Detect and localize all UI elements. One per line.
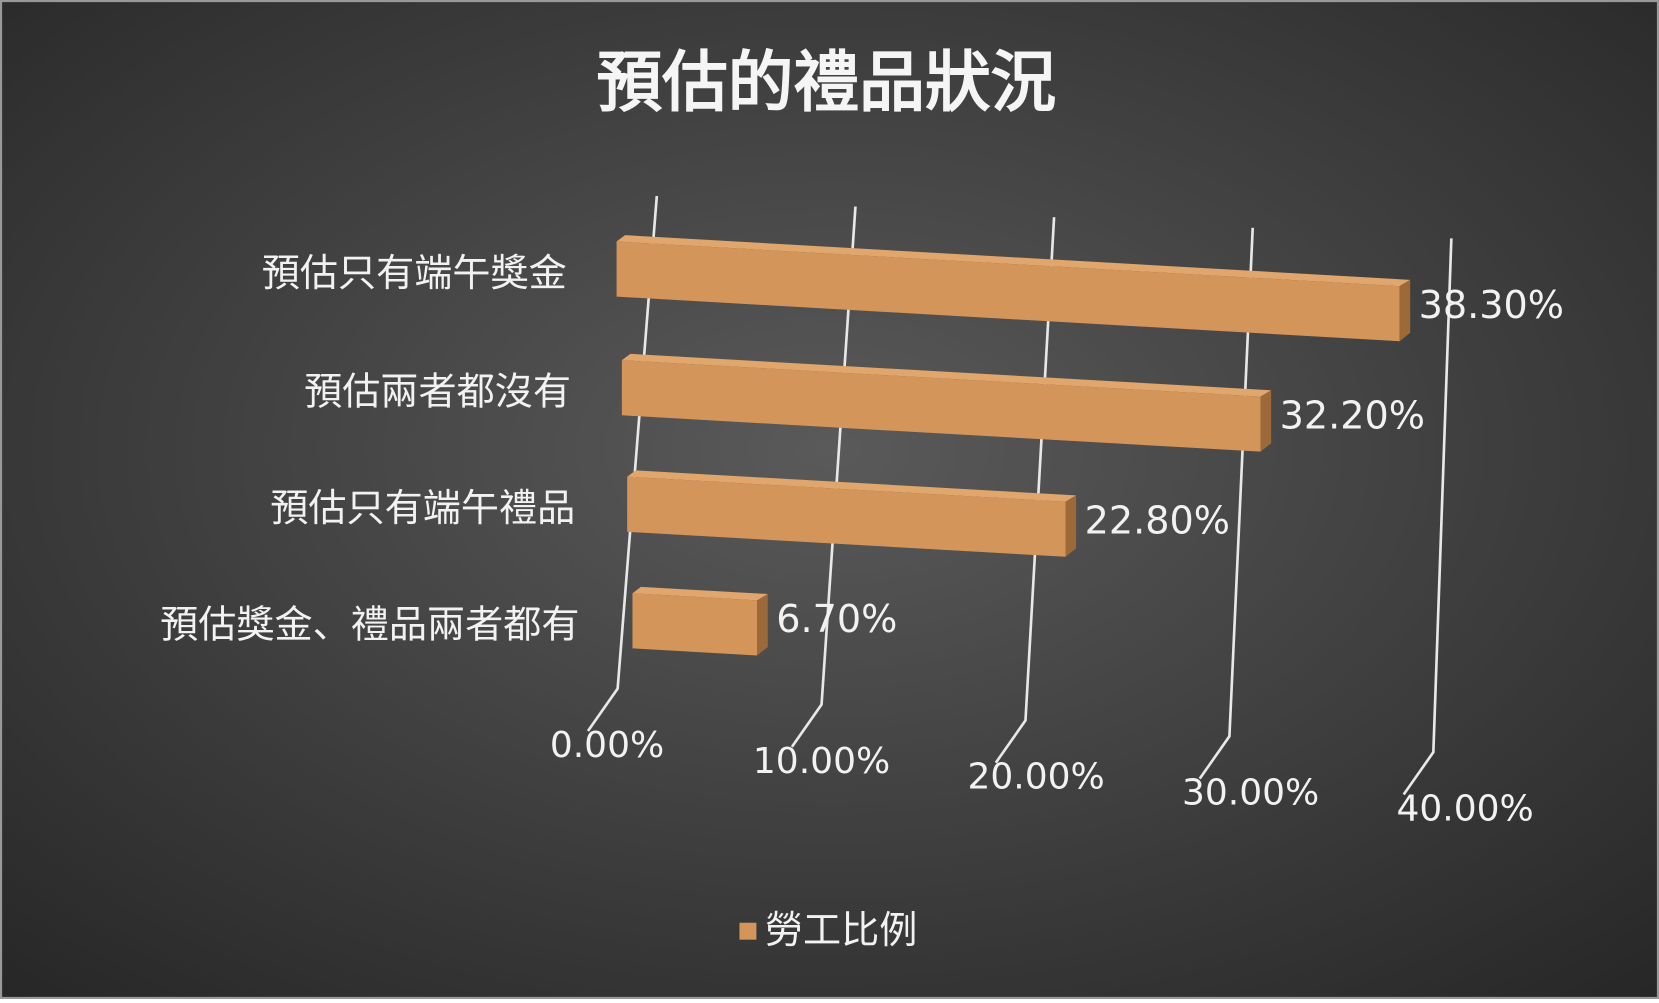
legend-label: 勞工比例 xyxy=(765,908,918,952)
x-tick-label: 40.00% xyxy=(1396,788,1533,829)
data-label: 22.80% xyxy=(1085,498,1230,542)
data-label: 32.20% xyxy=(1280,393,1425,437)
bar-top xyxy=(627,470,1077,502)
bar-front xyxy=(621,360,1261,452)
bar-front xyxy=(627,476,1066,557)
data-label: 6.70% xyxy=(776,597,897,641)
x-tick-label: 30.00% xyxy=(1182,773,1319,814)
bar-side xyxy=(1260,390,1272,452)
bar-top xyxy=(616,235,1411,287)
bar xyxy=(621,353,1272,452)
y-tick-label: 預估只有端午禮品 xyxy=(270,486,575,530)
y-tick-label: 預估只有端午獎金 xyxy=(262,251,567,295)
bar-top xyxy=(632,586,768,601)
bar-front xyxy=(616,241,1400,342)
chart-title: 預估的禮品狀況 xyxy=(596,45,1056,121)
data-label: 38.30% xyxy=(1419,283,1564,327)
bar-side xyxy=(1065,495,1077,557)
bar-side xyxy=(1399,279,1411,342)
bar xyxy=(632,586,768,656)
bar-side xyxy=(757,594,768,656)
x-tick-label: 10.00% xyxy=(753,741,890,782)
bar-front xyxy=(632,593,758,656)
bar xyxy=(616,235,1411,342)
x-tick-label: 0.00% xyxy=(550,725,664,766)
grid-line xyxy=(1402,238,1453,796)
bar-top xyxy=(621,353,1272,397)
bar xyxy=(627,470,1077,557)
x-tick-label: 20.00% xyxy=(967,757,1104,798)
y-tick-label: 預估兩者都沒有 xyxy=(304,370,571,414)
legend-swatch xyxy=(739,922,757,940)
y-tick-label: 預估獎金、禮品兩者都有 xyxy=(160,603,579,647)
